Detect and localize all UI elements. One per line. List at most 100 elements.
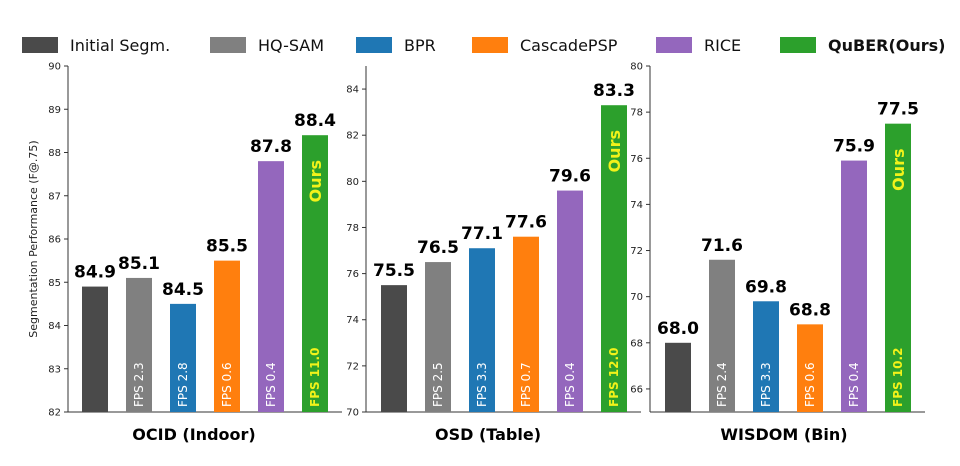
legend-swatch [22, 37, 58, 53]
panel-title: OSD (Table) [435, 425, 541, 444]
y-tick-label: 83 [48, 364, 61, 375]
value-label: 71.6 [701, 236, 743, 256]
legend-swatch [210, 37, 246, 53]
y-tick-label: 88 [48, 148, 61, 159]
y-tick-label: 89 [48, 105, 61, 116]
value-label: 77.5 [877, 100, 919, 120]
bar-4 [214, 260, 240, 412]
bar-3 [170, 303, 196, 412]
y-tick-label: 74 [346, 315, 359, 326]
legend-label: RICE [704, 35, 742, 55]
y-tick-label: 78 [346, 223, 359, 234]
legend-item-6: QuBER(Ours) [780, 32, 945, 58]
panel-title: WISDOM (Bin) [720, 425, 847, 444]
ours-label: Ours [306, 160, 325, 202]
value-label: 88.4 [294, 111, 336, 131]
bar-6 [885, 123, 911, 413]
y-tick-label: 78 [630, 108, 643, 119]
fps-label: FPS 3.3 [475, 362, 489, 407]
y-tick-label: 82 [48, 408, 61, 419]
fps-label: FPS 3.3 [759, 362, 773, 407]
y-tick-label: 74 [630, 200, 643, 211]
ours-label: Ours [605, 130, 624, 172]
bar-6 [302, 135, 328, 412]
fps-label: FPS 0.7 [519, 362, 533, 407]
legend-item-3: BPR [356, 32, 436, 58]
fps-label: FPS 2.5 [431, 362, 445, 407]
panel-title: OCID (Indoor) [132, 425, 255, 444]
fps-label: FPS 0.4 [563, 362, 577, 407]
fps-label: FPS 0.6 [803, 362, 817, 407]
value-label: 85.1 [118, 254, 160, 274]
value-label: 69.8 [745, 277, 787, 297]
value-label: 77.6 [505, 213, 547, 233]
bar-6 [601, 105, 627, 413]
value-label: 75.9 [833, 137, 875, 157]
fps-label: FPS 0.4 [264, 362, 278, 407]
legend-swatch [356, 37, 392, 53]
value-label: 83.3 [593, 81, 635, 101]
y-tick-label: 70 [630, 292, 643, 303]
fps-label: FPS 10.2 [891, 348, 905, 407]
bar-5 [258, 161, 284, 412]
y-tick-label: 72 [630, 246, 643, 257]
value-label: 68.0 [657, 319, 699, 339]
fps-label: FPS 2.8 [176, 362, 190, 407]
bar-5 [557, 190, 583, 412]
y-tick-label: 84 [48, 321, 61, 332]
value-label: 79.6 [549, 167, 591, 187]
y-tick-label: 80 [630, 62, 643, 73]
bar-4 [797, 324, 823, 412]
bar-1 [665, 342, 691, 412]
legend-label: BPR [404, 35, 436, 55]
legend-label: CascadePSP [520, 35, 618, 55]
y-tick-label: 86 [48, 235, 61, 246]
y-tick-label: 84 [346, 85, 359, 96]
bar-1 [381, 285, 407, 412]
value-label: 87.8 [250, 137, 292, 157]
y-tick-label: 82 [346, 131, 359, 142]
y-tick-label: 80 [346, 177, 359, 188]
bar-2 [709, 259, 735, 412]
y-tick-label: 70 [346, 408, 359, 419]
fps-label: FPS 0.4 [847, 362, 861, 407]
bar-1 [82, 286, 108, 412]
y-tick-label: 90 [48, 62, 61, 73]
bar-5 [841, 160, 867, 412]
bar-2 [425, 262, 451, 412]
legend-swatch [780, 37, 816, 53]
fps-label: FPS 11.0 [308, 348, 322, 407]
legend-item-1: Initial Segm. [22, 32, 170, 58]
y-tick-label: 68 [630, 338, 643, 349]
value-label: 76.5 [417, 238, 459, 258]
legend-swatch [656, 37, 692, 53]
fps-label: FPS 2.3 [132, 362, 146, 407]
bar-2 [126, 277, 152, 412]
legend: Initial Segm. HQ-SAM BPR CascadePSP RICE QuBE… [0, 28, 960, 62]
bar-3 [469, 248, 495, 412]
value-label: 77.1 [461, 224, 503, 244]
value-label: 85.5 [206, 237, 248, 257]
fps-label: FPS 0.6 [220, 362, 234, 407]
value-label: 84.5 [162, 280, 204, 300]
legend-label: QuBER(Ours) [828, 35, 946, 55]
y-axis-label: Segmentation Performance (F@.75) [27, 140, 40, 337]
y-tick-label: 87 [48, 191, 61, 202]
chart-panel-3: 66 68 70 72 74 76 78 80 68.0 71.6 FPS 2.4 69.8 FPS 3… [630, 62, 925, 444]
legend-swatch [472, 37, 508, 53]
legend-item-4: CascadePSP [472, 32, 617, 58]
y-tick-label: 66 [630, 384, 643, 395]
legend-item-2: HQ-SAM [210, 32, 324, 58]
chart-panel-2: 70 72 74 76 78 80 82 84 75.576.5 FPS 2.5 77.1 FPS 3… [346, 66, 641, 444]
legend-label: HQ-SAM [258, 35, 325, 55]
bar-3 [753, 301, 779, 412]
y-tick-label: 76 [346, 269, 359, 280]
value-label: 68.8 [789, 300, 831, 320]
value-label: 75.5 [373, 261, 415, 281]
legend-item-5: RICE [656, 32, 741, 58]
chart-panel-1: 82 83 84 85 86 87 88 89 90 Segmentation Performan… [27, 62, 342, 444]
value-label: 84.9 [74, 263, 116, 283]
y-tick-label: 76 [630, 154, 643, 165]
y-tick-label: 85 [48, 278, 61, 289]
